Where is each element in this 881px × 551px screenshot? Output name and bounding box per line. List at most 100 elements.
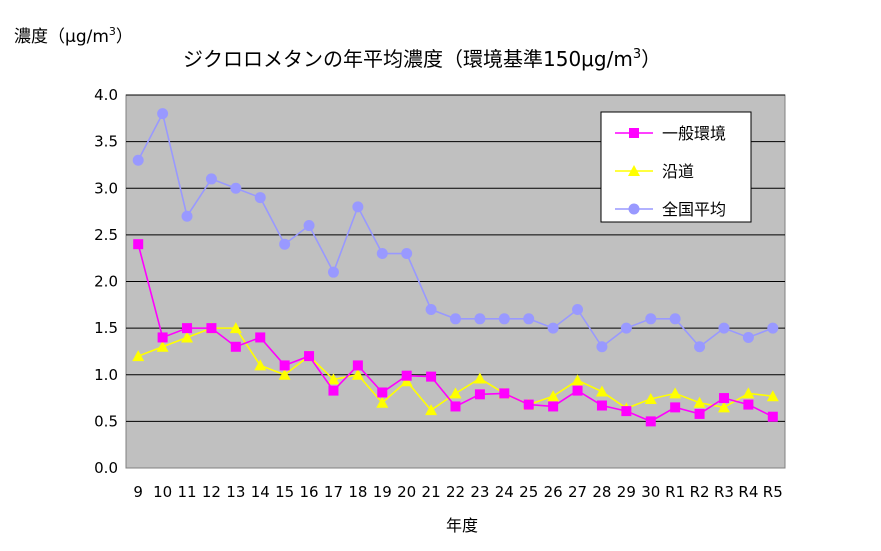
data-point — [352, 201, 364, 213]
legend-box — [600, 111, 752, 223]
data-point — [645, 416, 656, 427]
data-point — [327, 373, 340, 385]
data-point — [742, 387, 755, 399]
data-point — [473, 372, 486, 384]
y-tick-label: 3.0 — [94, 179, 118, 197]
data-point — [401, 370, 412, 381]
data-point — [132, 350, 145, 362]
data-point — [425, 303, 437, 315]
data-point — [205, 173, 217, 185]
data-point — [426, 371, 437, 382]
data-point — [278, 368, 291, 380]
data-point — [376, 248, 388, 260]
data-point — [645, 313, 657, 325]
data-point — [132, 154, 144, 166]
y-tick-label: 2.5 — [94, 226, 118, 244]
x-tick-label: 13 — [226, 483, 245, 501]
chart-title: ジクロロメタンの年平均濃度（環境基準150μg/m3） — [183, 47, 661, 71]
data-point — [206, 323, 217, 334]
data-point — [157, 108, 169, 120]
legend-marker — [628, 203, 640, 215]
legend-item: 全国平均 — [615, 200, 726, 219]
data-point — [254, 192, 266, 204]
data-point — [767, 411, 778, 422]
y-tick-label: 1.0 — [94, 366, 118, 384]
x-tick-label: R3 — [714, 483, 734, 501]
data-point — [450, 401, 461, 412]
y-tick-label: 0.0 — [94, 459, 118, 477]
data-point — [572, 385, 583, 396]
x-tick-label: 18 — [348, 483, 367, 501]
data-point — [255, 332, 266, 343]
data-point — [693, 396, 706, 408]
series-3 — [132, 108, 779, 353]
data-point — [743, 399, 754, 410]
data-point — [229, 322, 242, 334]
data-point — [621, 406, 632, 417]
data-point — [304, 351, 315, 362]
legend-label: 全国平均 — [662, 200, 726, 219]
y-tick-label: 1.5 — [94, 319, 118, 337]
legend-marker — [629, 128, 639, 138]
data-point — [181, 210, 193, 222]
x-tick-label: R5 — [763, 483, 783, 501]
legend-item: 一般環境 — [615, 124, 726, 143]
data-point — [548, 401, 559, 412]
x-tick-label: 27 — [568, 483, 587, 501]
data-point — [474, 389, 485, 400]
y-tick-label: 0.5 — [94, 412, 118, 430]
x-axis-label: 年度 — [446, 516, 478, 535]
y-axis-label: 濃度（μg/m3） — [14, 25, 133, 47]
data-point — [717, 401, 730, 413]
data-point — [742, 331, 754, 343]
x-tick-label: 23 — [470, 483, 489, 501]
data-point — [596, 341, 608, 353]
data-point — [352, 360, 363, 371]
data-point — [400, 375, 413, 387]
data-point — [595, 385, 608, 397]
x-tick-label: 15 — [275, 483, 294, 501]
data-point — [644, 392, 657, 404]
data-point — [523, 313, 535, 325]
x-tick-label: 16 — [300, 483, 319, 501]
data-point — [670, 402, 681, 413]
data-point — [376, 396, 389, 408]
data-point — [718, 322, 730, 334]
data-point — [230, 182, 242, 194]
legend-item: 沿道 — [615, 162, 694, 181]
data-point — [303, 220, 315, 232]
data-point — [157, 332, 168, 343]
y-tick-labels: 0.0 0.5 1.0 1.5 2.0 2.5 3.0 3.5 4.0 — [94, 86, 118, 477]
data-point — [449, 387, 462, 399]
data-point — [523, 399, 534, 410]
x-tick-labels: 9 10 11 12 13 14 15 16 17 18 19 20 21 22 23 24 25 26 27 28 2… — [133, 483, 782, 501]
x-tick-label: 19 — [373, 483, 392, 501]
x-tick-label: 28 — [592, 483, 611, 501]
x-tick-label: 24 — [495, 483, 514, 501]
data-point — [230, 341, 241, 352]
x-tick-label: 21 — [422, 483, 441, 501]
x-tick-label: 9 — [133, 483, 143, 501]
x-tick-label: 22 — [446, 483, 465, 501]
data-point — [133, 239, 144, 250]
data-point — [450, 313, 461, 325]
data-point — [499, 388, 510, 399]
legend-label: 一般環境 — [662, 124, 726, 143]
data-point — [572, 303, 584, 315]
data-point — [694, 341, 706, 353]
data-point — [547, 322, 559, 334]
legend-label: 沿道 — [662, 162, 694, 181]
data-point — [279, 238, 291, 250]
data-point — [596, 400, 607, 411]
data-point — [351, 368, 364, 380]
series-group — [132, 108, 779, 427]
x-tick-label: 11 — [177, 483, 196, 501]
data-point — [669, 387, 682, 399]
data-point — [377, 387, 388, 398]
x-tick-label: 25 — [519, 483, 538, 501]
data-point — [254, 359, 267, 371]
x-tick-label: 29 — [617, 483, 636, 501]
data-point — [328, 385, 339, 396]
